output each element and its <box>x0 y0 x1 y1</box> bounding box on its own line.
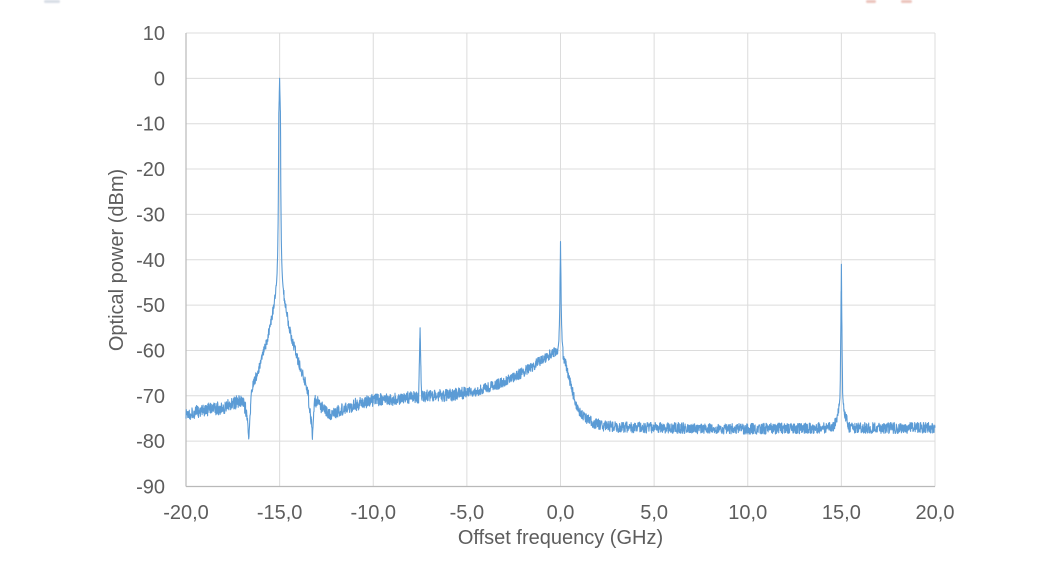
x-tick-label: 5,0 <box>640 502 668 524</box>
cropped-text-artifact <box>866 0 876 3</box>
y-tick-label: -40 <box>136 250 165 272</box>
x-tick-label: -10,0 <box>350 502 396 524</box>
cropped-text-artifact <box>901 0 912 3</box>
y-tick-label: -50 <box>136 295 165 317</box>
y-tick-label: -20 <box>136 159 165 181</box>
y-tick-label: -30 <box>136 204 165 226</box>
y-tick-label: -60 <box>136 340 165 362</box>
x-axis-title: Offset frequency (GHz) <box>457 527 664 549</box>
spectrum-trace <box>185 77 936 440</box>
x-tick-label: -5,0 <box>450 502 484 524</box>
x-tick-label: 0,0 <box>547 502 575 524</box>
y-tick-label: 0 <box>154 68 165 90</box>
x-tick-label: 15,0 <box>822 502 861 524</box>
x-tick-label: 20,0 <box>916 502 955 524</box>
x-tick-label: 10,0 <box>728 502 767 524</box>
y-tick-label: -70 <box>136 386 165 408</box>
x-tick-label: -15,0 <box>257 502 303 524</box>
y-axis-title: Optical power (dBm) <box>106 168 128 352</box>
y-tick-label: -10 <box>136 114 165 136</box>
y-tick-label: -90 <box>136 477 165 499</box>
y-tick-label: 10 <box>143 23 165 45</box>
y-tick-label: -80 <box>136 431 165 453</box>
x-tick-label: -20,0 <box>163 502 209 524</box>
cropped-text-artifact <box>44 0 60 3</box>
